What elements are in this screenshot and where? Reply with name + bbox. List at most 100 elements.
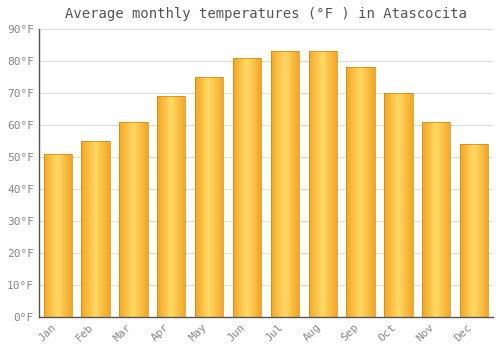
Bar	[278, 51, 279, 317]
Bar	[181, 96, 182, 317]
Bar	[298, 51, 299, 317]
Bar	[195, 77, 196, 317]
Bar	[58, 154, 59, 317]
Bar	[308, 51, 310, 317]
Bar	[125, 122, 126, 317]
Bar	[357, 68, 358, 317]
Bar	[425, 122, 426, 317]
Bar	[422, 122, 450, 317]
Bar	[328, 51, 330, 317]
Bar	[124, 122, 125, 317]
Bar	[285, 51, 286, 317]
Bar	[51, 154, 52, 317]
Bar	[92, 141, 94, 317]
Bar	[296, 51, 297, 317]
Bar	[371, 68, 372, 317]
Bar	[336, 51, 337, 317]
Bar	[319, 51, 320, 317]
Bar	[387, 93, 388, 317]
Bar	[69, 154, 70, 317]
Bar	[250, 58, 251, 317]
Bar	[400, 93, 402, 317]
Bar	[130, 122, 132, 317]
Bar	[310, 51, 312, 317]
Bar	[332, 51, 333, 317]
Bar	[233, 58, 234, 317]
Bar	[172, 96, 173, 317]
Bar	[286, 51, 287, 317]
Bar	[222, 77, 224, 317]
Bar	[481, 144, 482, 317]
Bar	[317, 51, 318, 317]
Bar	[143, 122, 144, 317]
Bar	[423, 122, 424, 317]
Bar	[276, 51, 278, 317]
Bar	[238, 58, 240, 317]
Bar	[184, 96, 186, 317]
Bar	[170, 96, 172, 317]
Bar	[160, 96, 161, 317]
Bar	[245, 58, 246, 317]
Bar	[346, 68, 348, 317]
Bar	[252, 58, 254, 317]
Bar	[326, 51, 328, 317]
Bar	[258, 58, 260, 317]
Bar	[446, 122, 448, 317]
Bar	[470, 144, 472, 317]
Bar	[479, 144, 480, 317]
Bar	[369, 68, 370, 317]
Bar	[384, 93, 412, 317]
Bar	[316, 51, 317, 317]
Bar	[437, 122, 438, 317]
Bar	[391, 93, 392, 317]
Bar	[486, 144, 488, 317]
Bar	[200, 77, 202, 317]
Bar	[85, 141, 86, 317]
Bar	[396, 93, 398, 317]
Bar	[137, 122, 138, 317]
Bar	[243, 58, 244, 317]
Bar	[157, 96, 186, 317]
Bar	[330, 51, 331, 317]
Bar	[64, 154, 66, 317]
Bar	[244, 58, 245, 317]
Bar	[318, 51, 319, 317]
Bar	[55, 154, 56, 317]
Bar	[462, 144, 463, 317]
Bar	[331, 51, 332, 317]
Bar	[372, 68, 373, 317]
Title: Average monthly temperatures (°F ) in Atascocita: Average monthly temperatures (°F ) in At…	[65, 7, 467, 21]
Bar	[404, 93, 405, 317]
Bar	[174, 96, 175, 317]
Bar	[209, 77, 210, 317]
Bar	[139, 122, 140, 317]
Bar	[373, 68, 374, 317]
Bar	[477, 144, 478, 317]
Bar	[482, 144, 484, 317]
Bar	[364, 68, 366, 317]
Bar	[94, 141, 96, 317]
Bar	[445, 122, 446, 317]
Bar	[408, 93, 409, 317]
Bar	[312, 51, 313, 317]
Bar	[346, 68, 375, 317]
Bar	[216, 77, 218, 317]
Bar	[66, 154, 67, 317]
Bar	[134, 122, 136, 317]
Bar	[355, 68, 356, 317]
Bar	[392, 93, 394, 317]
Bar	[430, 122, 432, 317]
Bar	[287, 51, 288, 317]
Bar	[180, 96, 181, 317]
Bar	[290, 51, 292, 317]
Bar	[334, 51, 335, 317]
Bar	[240, 58, 242, 317]
Bar	[251, 58, 252, 317]
Bar	[82, 141, 110, 317]
Bar	[350, 68, 351, 317]
Bar	[352, 68, 353, 317]
Bar	[87, 141, 88, 317]
Bar	[121, 122, 122, 317]
Bar	[385, 93, 386, 317]
Bar	[52, 154, 53, 317]
